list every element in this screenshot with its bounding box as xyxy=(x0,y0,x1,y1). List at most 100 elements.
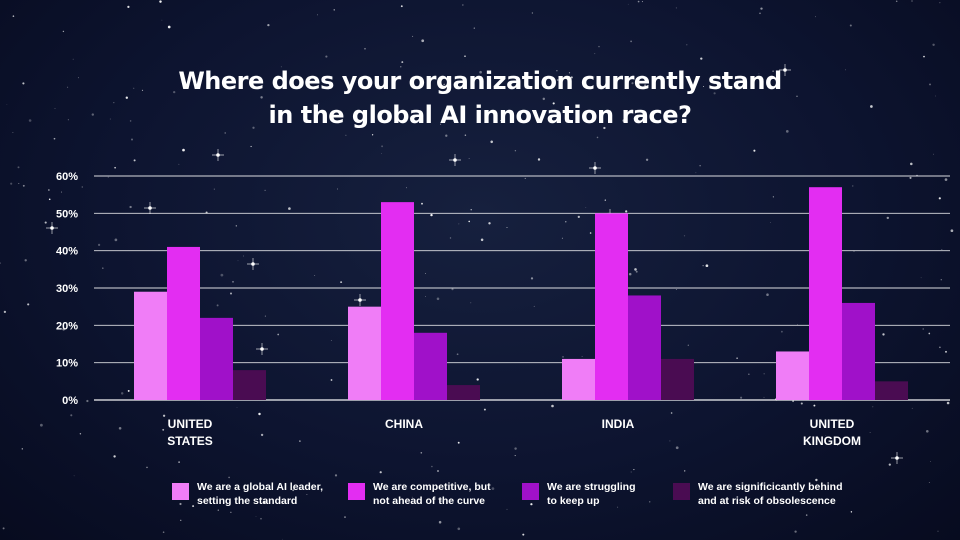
bar xyxy=(233,370,266,400)
star xyxy=(556,79,559,81)
star xyxy=(530,503,533,506)
star xyxy=(675,289,677,290)
star xyxy=(909,176,912,179)
star xyxy=(3,310,7,314)
star xyxy=(753,149,756,152)
star xyxy=(687,344,689,346)
star xyxy=(141,89,144,91)
star xyxy=(129,205,132,209)
star xyxy=(675,446,679,450)
star xyxy=(217,509,219,511)
bright-star xyxy=(247,258,259,270)
star xyxy=(125,96,128,99)
star xyxy=(630,40,632,43)
star xyxy=(470,209,472,211)
star xyxy=(911,0,913,2)
star xyxy=(792,400,794,403)
bar xyxy=(875,381,908,400)
star xyxy=(825,435,826,436)
star xyxy=(277,333,280,336)
star xyxy=(641,1,643,3)
bar xyxy=(809,187,842,400)
star xyxy=(437,470,439,472)
star xyxy=(935,95,937,97)
legend-item-behind: We are significicantly behind and at ris… xyxy=(673,480,858,508)
star xyxy=(910,162,913,166)
bar xyxy=(842,302,875,400)
star xyxy=(922,328,924,330)
star xyxy=(920,277,922,279)
legend-item-leader: We are a global AI leader, setting the s… xyxy=(172,480,327,508)
star xyxy=(18,183,20,185)
bar xyxy=(200,317,233,400)
bar xyxy=(167,246,200,400)
star xyxy=(250,145,252,148)
star xyxy=(911,407,913,409)
star xyxy=(637,0,640,3)
y-tick-label: 10% xyxy=(56,358,78,370)
star xyxy=(330,379,333,381)
star xyxy=(405,187,407,189)
star xyxy=(628,272,632,276)
star xyxy=(760,7,763,10)
star xyxy=(325,55,328,58)
star xyxy=(870,105,873,108)
star xyxy=(228,476,230,479)
star xyxy=(845,69,847,71)
star xyxy=(81,186,83,188)
star xyxy=(340,281,343,284)
star xyxy=(740,396,743,399)
star xyxy=(288,207,291,210)
star xyxy=(229,292,233,295)
star xyxy=(146,466,148,469)
star xyxy=(161,19,163,21)
star xyxy=(500,120,502,122)
star xyxy=(932,43,935,47)
star xyxy=(371,134,374,136)
star xyxy=(438,520,442,524)
star xyxy=(162,531,165,533)
star xyxy=(813,404,816,407)
bar xyxy=(595,213,628,400)
star xyxy=(127,389,130,392)
star xyxy=(127,5,130,9)
star xyxy=(264,189,266,192)
star xyxy=(925,429,929,433)
star xyxy=(458,223,460,225)
bar xyxy=(661,358,694,400)
star xyxy=(12,15,15,17)
star xyxy=(162,414,166,417)
star xyxy=(596,136,599,139)
star xyxy=(552,102,555,105)
star xyxy=(456,353,459,356)
star xyxy=(700,57,703,60)
chart-title: Where does your organization currently s… xyxy=(0,64,960,132)
star xyxy=(230,511,232,513)
star xyxy=(930,461,931,462)
star xyxy=(581,356,583,357)
star xyxy=(21,448,23,450)
star xyxy=(849,24,852,27)
star xyxy=(232,280,234,283)
star xyxy=(282,538,284,540)
star xyxy=(224,132,226,134)
star xyxy=(344,516,346,518)
star xyxy=(635,270,638,273)
star xyxy=(159,0,162,3)
star xyxy=(102,267,104,269)
star xyxy=(220,273,224,277)
star xyxy=(420,452,423,454)
star xyxy=(334,474,338,477)
star xyxy=(785,130,789,133)
star xyxy=(330,340,332,341)
star xyxy=(565,221,567,223)
star xyxy=(627,3,629,5)
bar xyxy=(562,358,595,400)
star xyxy=(669,440,671,442)
legend-label-behind: We are significicantly behind and at ris… xyxy=(698,481,843,507)
star xyxy=(770,222,771,223)
star xyxy=(192,505,195,508)
star xyxy=(800,402,803,405)
star xyxy=(381,153,383,154)
star xyxy=(129,120,132,122)
